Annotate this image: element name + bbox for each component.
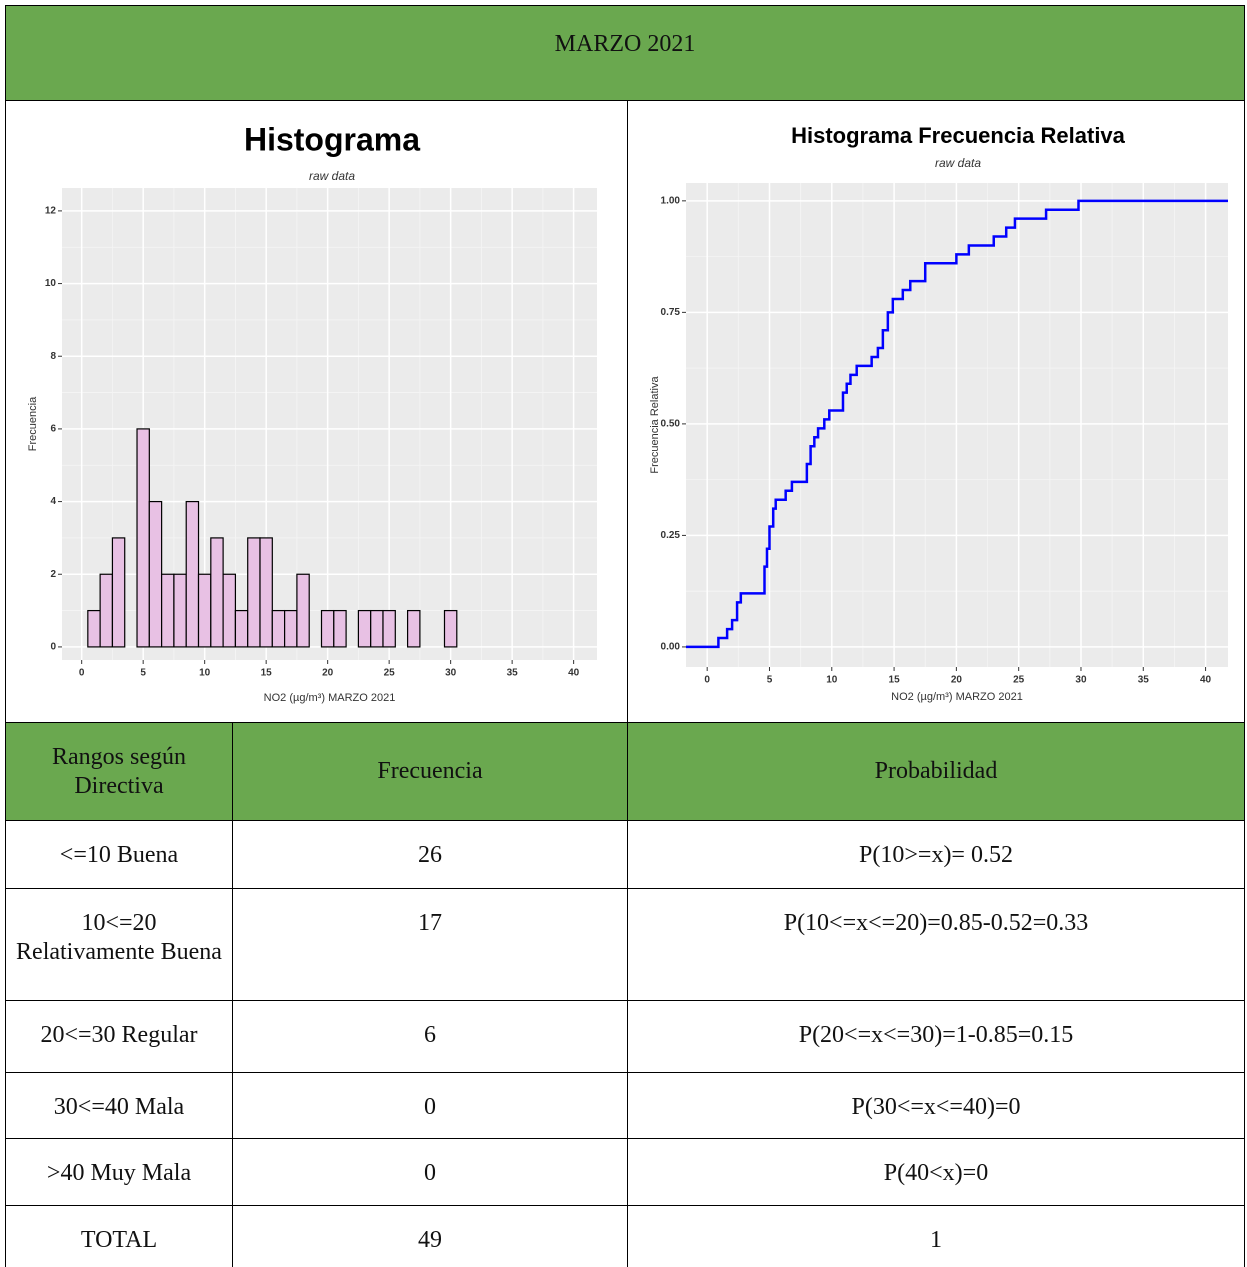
cell-text: 0 [424,1094,436,1120]
y-tick-label: 1.00 [661,195,681,206]
cell-text: TOTAL [80,1227,158,1253]
histogram-bar [99,573,114,648]
y-tick-label: 0.50 [661,419,681,430]
y-tick-label: 0 [50,642,56,653]
x-tick-label: 0 [704,675,710,686]
histogram-bar [161,573,175,648]
histogram-bar [284,609,298,648]
x-tick-label: 30 [1075,675,1087,686]
histogram-bar [296,573,310,648]
header-cell: MARZO 2021 [5,5,1245,101]
cell-text: P(10>=x)= 0.52 [859,842,1013,868]
header-title: MARZO 2021 [554,31,696,57]
histogram-bar [210,537,224,648]
cell-text: 49 [418,1227,442,1253]
histogram-bar [333,609,347,648]
histogram-bar [247,537,261,648]
x-tick-label: 5 [767,675,773,686]
table-cell: <=10 Buena [5,820,233,889]
x-tick-label: 20 [322,668,334,679]
cell-text: 30<=40 Mala [53,1094,185,1120]
table-cell: Frecuencia [232,722,628,821]
y-axis-label: Frecuencia [27,396,39,451]
x-tick-label: 40 [1200,675,1212,686]
histogram-bar [173,573,187,648]
histogram-bar [370,609,384,648]
cell-text: Frecuencia [377,758,483,785]
y-axis-label: Frecuencia Relativa [649,376,661,474]
x-tick-label: 25 [384,668,396,679]
y-tick-label: 0.00 [661,642,681,653]
x-tick-label: 20 [951,675,963,686]
cell-text: <=10 Buena [59,842,179,868]
histogram-bar [111,537,126,648]
histogram-bar [320,609,335,648]
histogram-bar [382,609,396,648]
x-tick-label: 25 [1013,675,1025,686]
chart-subtitle: raw data [935,156,981,170]
table-cell: 1 [627,1205,1245,1267]
cell-text: 6 [424,1022,436,1048]
cell-text: 26 [418,842,442,868]
cell-text: 10<=20 Relativamente Buena [16,910,222,965]
cell-text: 17 [418,910,442,936]
histogram-bar [136,428,150,648]
x-tick-label: 35 [1138,675,1150,686]
y-tick-label: 4 [50,496,56,507]
y-tick-label: 6 [50,424,56,435]
x-tick-label: 30 [445,668,457,679]
table-cell: 10<=20 Relativamente Buena [5,888,233,1001]
y-tick-label: 10 [45,278,57,289]
x-tick-label: 0 [79,668,85,679]
cell-text: P(40<x)=0 [883,1160,989,1186]
cell-text: >40 Muy Mala [46,1160,192,1186]
chart-title: Histograma Frecuencia Relativa [791,123,1126,148]
x-tick-label: 40 [568,668,580,679]
cell-text: Probabilidad [874,758,998,785]
x-tick-label: 15 [261,668,273,679]
histogram-bar [443,609,458,648]
x-tick-label: 5 [140,668,146,679]
histogram-bar [87,609,101,648]
cell-text: P(30<=x<=40)=0 [851,1094,1021,1120]
y-tick-label: 12 [45,206,57,217]
x-tick-label: 10 [826,675,838,686]
cell-text: P(20<=x<=30)=1-0.85=0.15 [798,1022,1074,1048]
table-cell: TOTAL [5,1205,233,1267]
table-cell: 30<=40 Mala [5,1072,233,1139]
histogram-bar [406,609,421,648]
table-cell: Probabilidad [627,722,1245,821]
cell-text: P(10<=x<=20)=0.85-0.52=0.33 [783,910,1089,936]
y-tick-label: 8 [50,351,56,362]
histogram-bar [197,573,212,648]
y-tick-label: 0.75 [661,307,681,318]
y-tick-label: 0.25 [661,530,681,541]
histogram-bar [148,500,163,648]
histogram-bar [259,537,273,648]
chart-subtitle: raw data [309,169,355,183]
x-tick-label: 10 [199,668,211,679]
histogram-bar [357,609,372,648]
histogram-bar [234,609,249,648]
x-tick-label: 35 [507,668,519,679]
cell-text: Rangos según Directiva [52,743,186,799]
x-axis-label: NO2 (µg/m³) MARZO 2021 [891,691,1023,703]
histogram-bar [271,609,286,648]
cell-text: 0 [424,1160,436,1186]
chart-title: Histograma [244,121,420,157]
ecdf-line [686,199,1228,649]
histogram-bar [222,573,237,648]
cell-text: 1 [930,1227,942,1253]
x-axis-label: NO2 (µg/m³) MARZO 2021 [264,692,396,704]
cell-text: 20<=30 Regular [40,1022,198,1048]
y-tick-label: 2 [50,569,56,580]
x-tick-label: 15 [889,675,901,686]
histogram-bar [185,500,200,648]
